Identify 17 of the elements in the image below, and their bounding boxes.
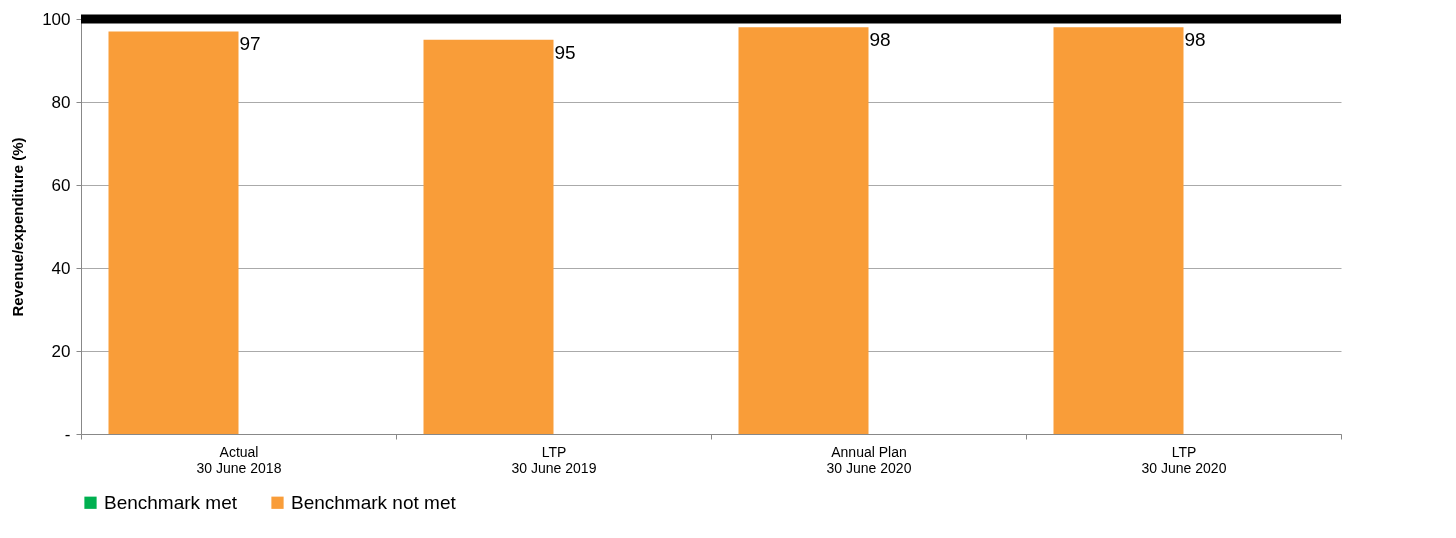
data-label: 98 [869, 29, 891, 51]
y-tick-label: 40 [51, 258, 71, 278]
legend-label: Benchmark met [104, 491, 238, 513]
data-label: 98 [1184, 29, 1206, 51]
x-tick-label: LTP 30 June 2020 [1141, 443, 1227, 476]
data-label: 97 [239, 33, 261, 55]
y-axis-title: Revenue/expenditure (%) [9, 137, 27, 317]
legend-label: Benchmark not met [291, 491, 457, 513]
x-tick-label: LTP 30 June 2019 [511, 443, 597, 476]
x-tick-label: Actual 30 June 2018 [196, 443, 282, 476]
y-tick-label: 60 [51, 175, 71, 195]
y-tick-label: - [64, 424, 71, 444]
data-label: 95 [554, 41, 576, 63]
y-tick-label: 80 [51, 92, 71, 112]
x-tick-label: Annual Plan 30 June 2020 [826, 443, 912, 476]
y-tick-label: 20 [51, 341, 71, 361]
y-tick-label: 100 [42, 9, 71, 29]
